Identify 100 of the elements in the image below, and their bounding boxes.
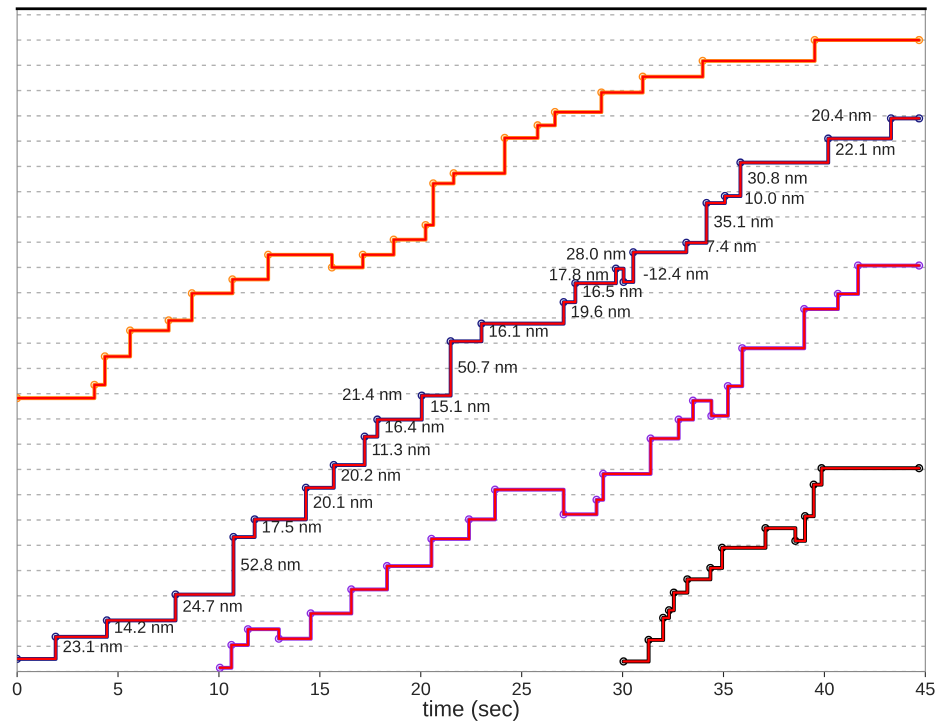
annotation: 14.2 nm	[115, 621, 173, 633]
point	[658, 614, 668, 622]
point	[171, 590, 180, 599]
point	[449, 169, 458, 178]
annotation: 24.7 nm	[183, 600, 242, 612]
point	[800, 304, 808, 314]
point	[761, 524, 770, 532]
annotation: 20.4 nm	[812, 109, 870, 122]
point	[664, 606, 674, 614]
annotation: 15.1 nm	[431, 400, 490, 412]
annotation: 20.2 nm	[342, 469, 400, 481]
x-tick-label: 30	[613, 682, 632, 696]
annotation: 10.0 nm	[746, 192, 804, 204]
point	[724, 382, 732, 390]
point	[382, 562, 392, 570]
annotation: -12.4 nm	[644, 268, 708, 280]
x-tick-label: 45	[916, 682, 935, 696]
point	[373, 415, 382, 424]
x-tick-label: 15	[311, 682, 330, 696]
point	[638, 72, 647, 81]
point	[188, 289, 196, 298]
point	[421, 220, 430, 230]
point	[559, 298, 568, 306]
point	[886, 114, 896, 123]
point	[914, 464, 924, 472]
point	[707, 412, 716, 420]
x-tick-label: 5	[114, 682, 122, 696]
annotation: 17.5 nm	[262, 521, 321, 533]
point	[720, 192, 730, 200]
point	[90, 380, 99, 390]
annotation: 23.1 nm	[63, 640, 122, 652]
point	[706, 564, 715, 572]
point	[592, 496, 601, 504]
point	[559, 510, 568, 518]
point	[477, 319, 486, 328]
point	[429, 179, 438, 188]
point	[358, 250, 368, 259]
point	[250, 515, 259, 524]
point	[227, 640, 236, 650]
point	[854, 261, 862, 270]
point	[244, 625, 252, 634]
point	[229, 532, 238, 542]
annotation: 35.1 nm	[714, 216, 773, 228]
x-tick-label: 20	[412, 682, 430, 696]
annotation: 7.4 nm	[706, 240, 756, 252]
point	[800, 512, 810, 520]
point	[612, 264, 620, 273]
point	[619, 278, 628, 286]
x-axis-title: time (sec)	[422, 700, 519, 721]
point	[102, 616, 112, 625]
point	[674, 415, 683, 424]
x-tick-label: 10	[210, 682, 228, 696]
point	[446, 337, 455, 346]
annotation: 11.3 nm	[372, 444, 430, 456]
point	[817, 464, 826, 472]
annotation: 21.4 nm	[342, 388, 402, 400]
annotation: 19.6 nm	[572, 306, 630, 318]
annotation: 30.8 nm	[748, 172, 807, 184]
point	[500, 134, 509, 142]
point	[718, 544, 726, 552]
point	[599, 470, 608, 478]
point	[126, 326, 134, 335]
point	[52, 632, 60, 641]
annotation: 50.7 nm	[458, 361, 517, 373]
point	[824, 134, 832, 143]
point	[736, 158, 745, 167]
point	[533, 121, 542, 130]
annotation: 22.1 nm	[836, 143, 894, 155]
point	[390, 235, 398, 244]
point	[738, 344, 746, 352]
point	[629, 248, 638, 256]
annotation: 16.4 nm	[386, 420, 444, 433]
point	[702, 198, 711, 208]
point	[914, 36, 924, 44]
point	[683, 575, 692, 584]
point	[698, 56, 707, 66]
point	[791, 536, 800, 546]
point	[810, 36, 819, 44]
annotation: 20.1 nm	[314, 496, 372, 508]
x-tick-label: 0	[12, 682, 22, 696]
annotation: 16.1 nm	[490, 325, 548, 337]
point	[597, 88, 606, 97]
point	[328, 263, 336, 272]
point	[670, 588, 678, 597]
point	[834, 290, 842, 298]
point	[810, 480, 818, 489]
point	[682, 238, 691, 247]
point	[427, 534, 436, 544]
x-tick-label: 35	[714, 682, 733, 696]
point	[330, 460, 338, 470]
point	[914, 261, 924, 270]
point	[550, 108, 560, 116]
point	[360, 432, 369, 441]
point	[100, 352, 110, 361]
point	[306, 609, 315, 618]
point	[264, 250, 272, 259]
point	[688, 396, 698, 405]
annotation: 16.5 nm	[584, 285, 642, 298]
point	[302, 484, 310, 492]
point	[619, 657, 628, 666]
